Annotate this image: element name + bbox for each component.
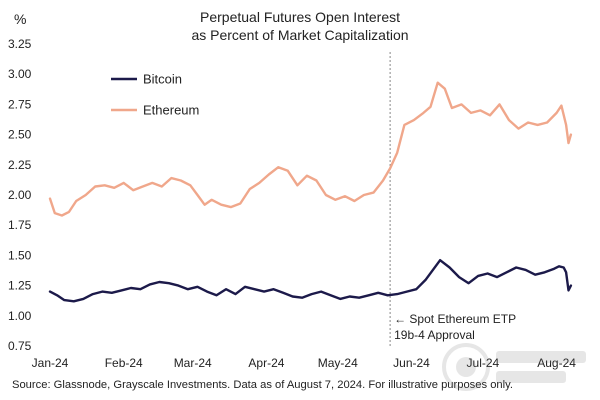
annotation-text: 19b-4 Approval bbox=[394, 328, 475, 342]
x-tick-label: Jul-24 bbox=[467, 356, 500, 370]
annotation-text: ← Spot Ethereum ETP bbox=[394, 312, 516, 326]
x-tick-label: Aug-24 bbox=[537, 356, 576, 370]
x-tick-label: Apr-24 bbox=[248, 356, 284, 370]
y-tick-label: 1.50 bbox=[8, 248, 32, 262]
legend-label-bitcoin: Bitcoin bbox=[143, 72, 182, 87]
source-note: Source: Glassnode, Grayscale Investments… bbox=[12, 379, 513, 391]
y-tick-label: 2.25 bbox=[8, 158, 32, 172]
y-tick-label: 0.75 bbox=[8, 339, 32, 353]
watermark-logo bbox=[442, 343, 586, 391]
legend-label-ethereum: Ethereum bbox=[143, 103, 199, 118]
y-tick-label: 3.00 bbox=[8, 67, 32, 81]
x-tick-label: May-24 bbox=[318, 356, 358, 370]
y-tick-label: 2.50 bbox=[8, 128, 32, 142]
series-line-bitcoin bbox=[48, 259, 573, 303]
y-axis-label: % bbox=[14, 11, 27, 27]
y-tick-label: 3.25 bbox=[8, 37, 32, 51]
y-tick-label: 2.75 bbox=[8, 97, 32, 111]
y-tick-label: 1.00 bbox=[8, 309, 32, 323]
y-tick-label: 1.25 bbox=[8, 279, 32, 293]
series-line-ethereum bbox=[48, 81, 573, 217]
x-tick-label: Mar-24 bbox=[174, 356, 212, 370]
x-tick-label: Jan-24 bbox=[32, 356, 69, 370]
x-tick-label: Jun-24 bbox=[393, 356, 430, 370]
y-tick-label: 2.00 bbox=[8, 188, 32, 202]
y-tick-label: 1.75 bbox=[8, 218, 32, 232]
x-tick-label: Feb-24 bbox=[105, 356, 143, 370]
chart-subtitle: as Percent of Market Capitalization bbox=[191, 27, 409, 43]
chart-title: Perpetual Futures Open Interest bbox=[200, 9, 400, 25]
